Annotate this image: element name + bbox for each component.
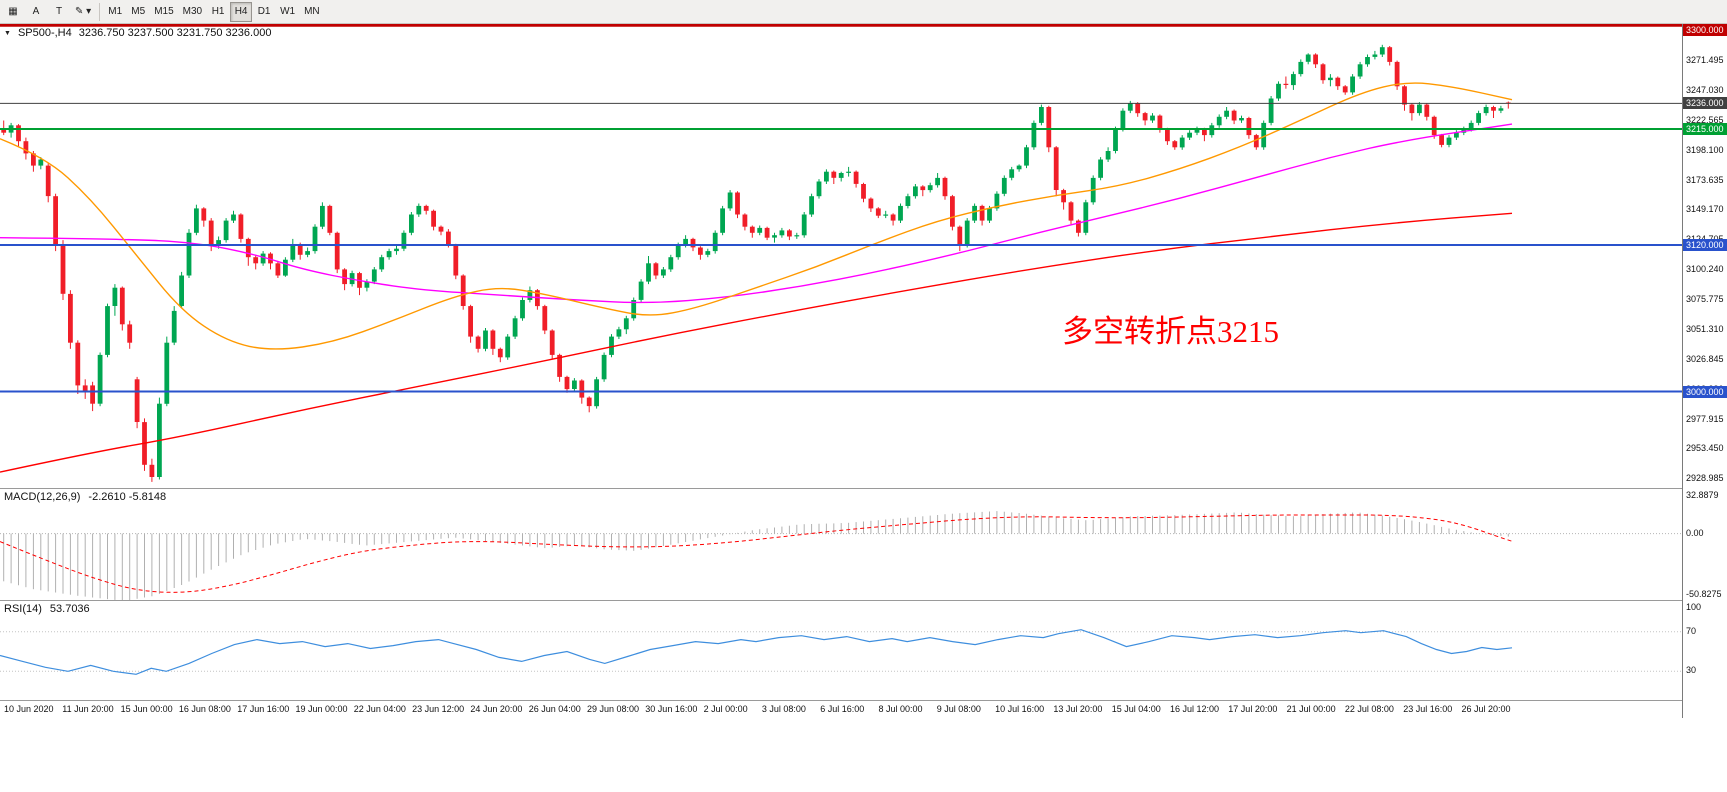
draw-tool-button[interactable]: ✎ ▾ [71,2,95,22]
toolbar-tool-group: ▦ A T ✎ ▾ [2,2,95,22]
time-axis-label: 10 Jul 16:00 [995,704,1045,714]
time-axis-label: 23 Jun 12:00 [412,704,465,714]
price-axis[interactable]: 3295.9603271.4953247.0303222.5653198.100… [1682,24,1727,718]
timeframe-group: M1 M5 M15 M30 H1 H4 D1 W1 MN [104,1,324,22]
rsi-label: RSI(14) [4,603,42,615]
price-axis-label: 2928.985 [1686,473,1724,484]
rsi-value: 53.7036 [49,603,90,615]
toolbar: ▦ A T ✎ ▾ M1 M5 M15 M30 H1 H4 D1 W1 MN [0,0,1727,24]
price-axis-label: 3100.240 [1686,264,1724,275]
time-axis-label: 16 Jun 08:00 [178,704,231,714]
rsi-axis-70: 70 [1686,625,1697,636]
time-axis-label: 22 Jun 04:00 [353,704,406,714]
timeframe-w1-button[interactable]: W1 [276,2,299,22]
price-axis-label: 3173.635 [1686,174,1724,185]
time-axis-label: 15 Jun 00:00 [120,704,173,714]
text-box-button[interactable]: T [48,2,70,22]
price-level-badge: 3236.000 [1683,97,1727,110]
timeframe-h4-button[interactable]: H4 [230,1,253,22]
time-axis-label: 17 Jul 20:00 [1228,704,1278,714]
price-axis-label: 3222.565 [1686,114,1724,125]
ohlc-values: 3236.750 3237.500 3231.750 3236.000 [78,27,272,39]
timeframe-mn-button[interactable]: MN [300,2,324,22]
time-axis-label: 10 Jun 2020 [4,704,54,714]
macd-header: MACD(12,26,9) -2.2610 -5.8148 [4,491,166,503]
timeframe-h1-button[interactable]: H1 [207,2,229,22]
price-level-badge: 3300.000 [1683,24,1727,36]
rsi-header: RSI(14) 53.7036 [4,603,90,615]
price-axis-label: 3271.495 [1686,55,1724,66]
macd-axis-min: -50.8275 [1686,589,1722,599]
time-axis-label: 9 Jul 08:00 [936,704,981,714]
price-level-badge: 3215.000 [1683,123,1727,135]
price-axis-label: 3198.100 [1686,144,1724,155]
macd-axis-max: 32.8879 [1686,490,1719,500]
macd-chart[interactable] [0,490,1682,601]
annotate-a-button[interactable]: A [25,2,47,22]
price-axis-label: 2953.450 [1686,443,1724,454]
timeframe-m15-button[interactable]: M15 [150,2,177,22]
time-axis-label: 11 Jun 20:00 [62,704,114,714]
time-axis[interactable]: 10 Jun 2020 11 Jun 20:00 15 Jun 00:00 16 Ju… [0,700,1682,792]
time-axis-label: 17 Jun 16:00 [237,704,290,714]
chart-annotation-text: 多空转折点3215 [1062,314,1279,349]
grid-icon[interactable]: ▦ [2,2,24,22]
time-axis-label: 22 Jul 08:00 [1344,704,1394,714]
main-chart-panel[interactable]: ▼ SP500-,H4 3236.750 3237.500 3231.750 3… [0,24,1682,488]
time-axis-label: 29 Jun 08:00 [587,704,640,714]
time-axis-label: 6 Jul 16:00 [820,704,865,714]
time-axis-label: 30 Jun 16:00 [645,704,698,714]
rsi-chart[interactable] [0,602,1682,701]
symbol-label: SP500-,H4 [17,27,72,39]
price-axis-label: 2977.915 [1686,413,1724,424]
macd-panel[interactable]: MACD(12,26,9) -2.2610 -5.8148 [0,488,1682,601]
candlestick-chart[interactable] [0,24,1682,488]
time-axis-label: 26 Jun 04:00 [528,704,581,714]
timeframe-m30-button[interactable]: M30 [179,2,206,22]
timeframe-m1-button[interactable]: M1 [104,2,126,22]
time-axis-label: 13 Jul 20:00 [1053,704,1103,714]
symbol-dropdown-icon[interactable]: ▼ [4,29,11,37]
toolbar-separator [99,2,101,21]
time-axis-label: 26 Jul 20:00 [1461,704,1511,714]
rsi-axis-30: 30 [1686,665,1697,676]
macd-values: -2.2610 -5.8148 [88,491,167,503]
price-axis-label: 3149.170 [1686,204,1724,215]
time-axis-label: 23 Jul 16:00 [1403,704,1453,714]
macd-label: MACD(12,26,9) [4,491,81,503]
time-axis-label: 16 Jul 12:00 [1170,704,1220,714]
price-level-badge: 3000.000 [1683,385,1727,398]
macd-axis-zero: 0.00 [1686,527,1704,538]
symbol-ohlc-bar: ▼ SP500-,H4 3236.750 3237.500 3231.750 3… [4,27,271,39]
price-axis-label: 3051.310 [1686,323,1724,334]
time-axis-label: 24 Jun 20:00 [470,704,523,714]
rsi-panel[interactable]: RSI(14) 53.7036 [0,600,1682,700]
time-axis-label: 21 Jul 00:00 [1286,704,1336,714]
time-axis-label: 2 Jul 00:00 [703,704,748,714]
timeframe-d1-button[interactable]: D1 [253,2,275,22]
price-axis-label: 3247.030 [1686,84,1724,95]
price-axis-label: 3075.775 [1686,294,1724,304]
timeframe-m5-button[interactable]: M5 [127,2,149,22]
time-axis-label: 15 Jul 04:00 [1111,704,1161,714]
time-axis-label: 3 Jul 08:00 [761,704,806,714]
price-axis-label: 3026.845 [1686,353,1724,364]
price-level-badge: 3120.000 [1683,239,1727,251]
time-axis-label: 19 Jun 00:00 [295,704,348,714]
rsi-axis-100: 100 [1686,602,1702,612]
time-axis-label: 8 Jul 00:00 [878,704,923,714]
